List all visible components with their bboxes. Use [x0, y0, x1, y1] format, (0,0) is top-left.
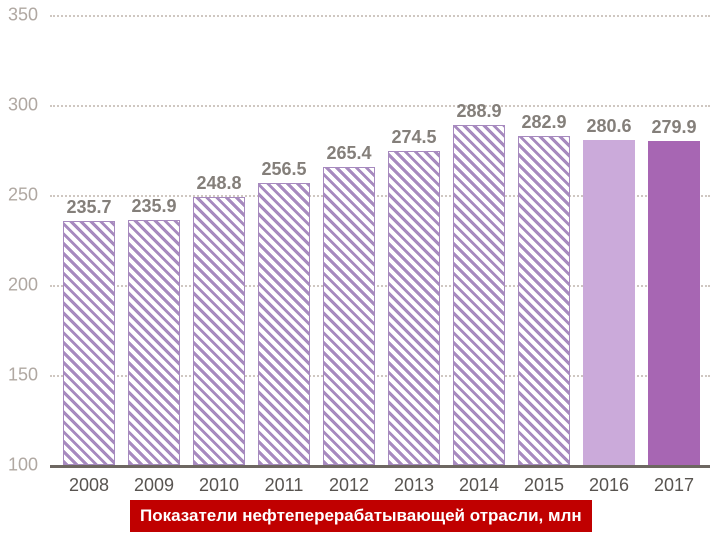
- bar: [648, 141, 700, 465]
- bar-value-label: 235.7: [66, 197, 111, 218]
- bar: [258, 183, 310, 465]
- bar: [583, 140, 635, 465]
- bar-value-label: 265.4: [326, 143, 371, 164]
- bar-value-label: 256.5: [261, 159, 306, 180]
- x-axis-line: [50, 465, 710, 468]
- x-tick-label: 2016: [589, 475, 629, 496]
- x-tick-label: 2008: [69, 475, 109, 496]
- x-tick-label: 2009: [134, 475, 174, 496]
- bar-value-label: 235.9: [131, 196, 176, 217]
- x-tick-label: 2011: [265, 475, 304, 496]
- bar: [63, 221, 115, 465]
- x-tick-label: 2015: [524, 475, 564, 496]
- grid-line: [50, 15, 710, 17]
- bar-value-label: 280.6: [586, 116, 631, 137]
- x-tick-label: 2017: [654, 475, 694, 496]
- bar: [518, 136, 570, 465]
- bar-value-label: 274.5: [391, 127, 436, 148]
- plot-area: 235.7 235.9 248.8 256.5 265.4 274.5 288.9 282.9…: [50, 15, 710, 465]
- y-tick-label: 250: [8, 185, 52, 206]
- bar: [193, 197, 245, 465]
- bar-value-label: 282.9: [521, 112, 566, 133]
- x-tick-label: 2010: [199, 475, 239, 496]
- bar: [453, 125, 505, 465]
- bar: [323, 167, 375, 465]
- chart-caption: Показатели нефтеперерабатывающей отрасли…: [130, 500, 592, 532]
- y-tick-label: 350: [8, 5, 52, 26]
- y-tick-label: 100: [8, 455, 52, 476]
- x-tick-label: 2012: [329, 475, 369, 496]
- bar-value-label: 248.8: [196, 173, 241, 194]
- bar-value-label: 279.9: [651, 117, 696, 138]
- bar-value-label: 288.9: [456, 101, 501, 122]
- x-tick-label: 2013: [394, 475, 434, 496]
- y-tick-label: 200: [8, 275, 52, 296]
- y-tick-label: 300: [8, 95, 52, 116]
- bar-chart: 235.7 235.9 248.8 256.5 265.4 274.5 288.9 282.9…: [0, 0, 720, 540]
- bar: [128, 220, 180, 465]
- y-tick-label: 150: [8, 365, 52, 386]
- bar: [388, 151, 440, 465]
- grid-line: [50, 105, 710, 107]
- x-tick-label: 2014: [459, 475, 499, 496]
